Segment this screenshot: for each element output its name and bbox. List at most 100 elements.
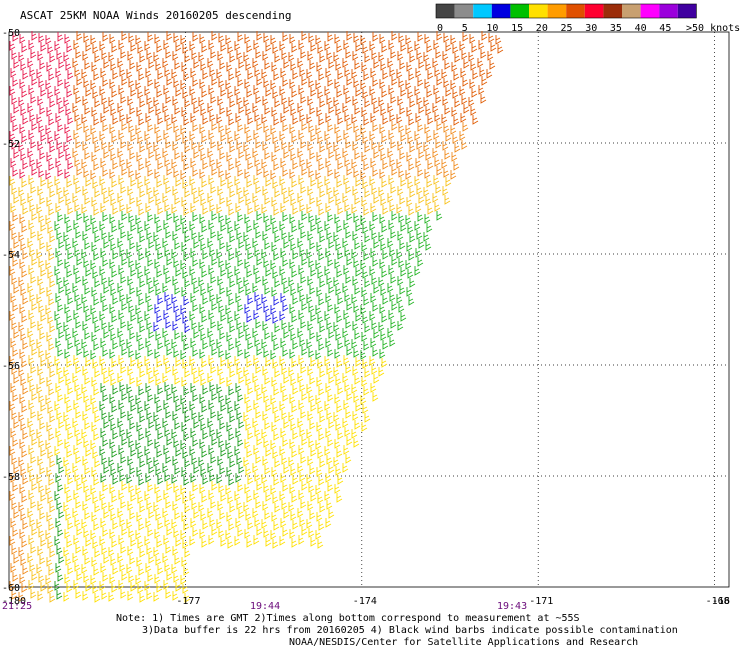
wind-barb [74, 157, 81, 167]
wind-barb [237, 32, 244, 42]
wind-barb [333, 322, 340, 332]
wind-barb [192, 32, 199, 42]
wind-barb [281, 50, 288, 60]
wind-barb [12, 347, 19, 357]
wind-barb [244, 439, 251, 449]
wind-barb [54, 356, 61, 366]
wind-barb [92, 494, 99, 504]
wind-barb [364, 323, 371, 333]
wind-barb [65, 106, 72, 116]
wind-barb [120, 319, 127, 329]
wind-barb [399, 105, 406, 115]
wind-barb [38, 258, 45, 268]
wind-barb [369, 266, 376, 276]
wind-barb [378, 187, 385, 197]
wind-barb [301, 391, 308, 401]
wind-barb [306, 114, 313, 124]
wind-barb [238, 374, 245, 384]
wind-barb [316, 332, 323, 342]
wind-barb [324, 491, 331, 501]
wind-barb [326, 410, 333, 420]
wind-barb [93, 521, 100, 531]
wind-barb [139, 548, 146, 558]
wind-barb [238, 329, 245, 339]
wind-barb [219, 420, 226, 430]
wind-barb [405, 125, 412, 135]
wind-barb [82, 321, 89, 331]
wind-barb [209, 202, 216, 212]
wind-barb [343, 445, 350, 455]
wind-barb [10, 518, 17, 528]
wind-barb [31, 166, 38, 176]
wind-barb [354, 375, 361, 385]
wind-barb [369, 86, 376, 96]
wind-barb [129, 285, 136, 295]
wind-barb [182, 44, 189, 54]
wind-barb [75, 94, 82, 104]
wind-barb [306, 159, 313, 169]
legend-swatch [454, 4, 474, 18]
wind-barb [162, 553, 169, 563]
wind-barb [254, 427, 261, 437]
wind-barb [163, 535, 170, 545]
wind-barb [417, 32, 424, 42]
wind-barb [175, 537, 182, 547]
wind-barb [81, 474, 88, 484]
wind-barb [310, 402, 317, 412]
wind-barb [64, 574, 71, 584]
wind-barb [325, 68, 332, 78]
wind-barb [246, 268, 253, 278]
wind-barb [318, 206, 325, 216]
wind-barb [345, 364, 352, 374]
wind-barb [454, 53, 461, 63]
wind-barb [117, 508, 124, 518]
wind-barb [192, 212, 199, 222]
wind-barb [84, 195, 91, 205]
lat-label: -58 [2, 472, 20, 483]
wind-barb [103, 329, 110, 339]
wind-barb [11, 185, 18, 195]
wind-barb [30, 274, 37, 284]
wind-barb [460, 113, 467, 123]
wind-barb [300, 364, 307, 374]
wind-barb [237, 122, 244, 132]
wind-barb [370, 383, 377, 393]
wind-barb [166, 76, 173, 86]
wind-barb [454, 143, 461, 153]
wind-barb [156, 223, 163, 233]
wind-barb [165, 544, 172, 554]
wind-barb [147, 77, 154, 87]
wind-barb [226, 287, 233, 297]
wind-barb [18, 457, 25, 467]
wind-barb [432, 148, 439, 158]
wind-barb [208, 220, 215, 230]
wind-barb [10, 113, 17, 123]
wind-barb [110, 331, 117, 341]
wind-barb [175, 312, 182, 322]
wind-barb [9, 131, 16, 141]
wind-barb [373, 239, 380, 249]
wind-barb [190, 248, 197, 258]
wind-barb [265, 87, 272, 97]
wind-barb [39, 375, 46, 385]
wind-barb [148, 419, 155, 429]
wind-barb [211, 166, 218, 176]
wind-barb [270, 440, 277, 450]
wind-barb [234, 356, 241, 366]
wind-barb [472, 70, 479, 80]
wind-barb [398, 78, 405, 88]
wind-barb [173, 213, 180, 223]
wind-barb [398, 303, 405, 313]
wind-barb [163, 310, 170, 320]
wind-barb [126, 69, 133, 79]
wind-barb [219, 240, 226, 250]
wind-barb [199, 484, 206, 494]
wind-barb [318, 251, 325, 261]
wind-barb [29, 112, 36, 122]
wind-barb [174, 195, 181, 205]
wind-barb [92, 269, 99, 279]
wind-barb [163, 85, 170, 95]
wind-barb [216, 519, 223, 529]
wind-barb [127, 51, 134, 61]
wind-barb [211, 256, 218, 266]
